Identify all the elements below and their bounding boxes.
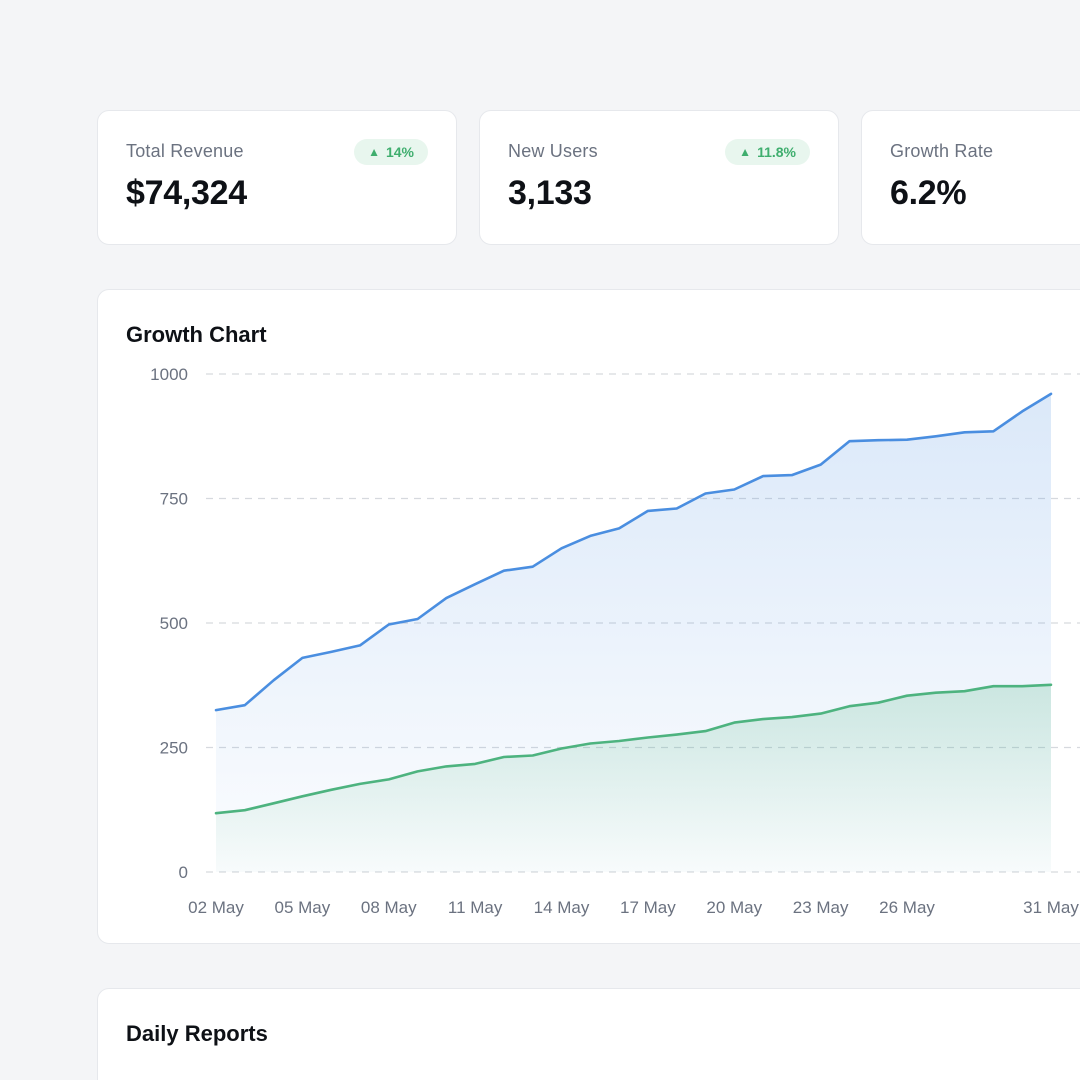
- y-tick-label: 500: [160, 614, 188, 633]
- blue-series-line: [214, 392, 1053, 712]
- growth-chart: 0 250 500 750 1000 02 May 05 May 08 May 11 May 1…: [150, 365, 1080, 917]
- daily-reports-title: Daily Reports: [126, 1021, 268, 1046]
- x-tick-label: 17 May: [620, 898, 676, 917]
- daily-reports-card: Daily Reports: [97, 988, 1080, 1080]
- y-tick-label: 0: [179, 863, 188, 882]
- stat-value: 3,133: [508, 174, 592, 212]
- green-series-line: [214, 683, 1053, 815]
- growth-chart-card: 0 250 500 750 1000 02 May 05 May 08 May 11 May 1…: [97, 289, 1080, 944]
- stat-label: Growth Rate: [890, 141, 994, 161]
- stat-card-total-revenue: Total Revenue $74,324 ▲ 14%: [97, 110, 457, 245]
- stat-label: Total Revenue: [126, 141, 244, 161]
- x-tick-label: 20 May: [706, 898, 762, 917]
- stat-card-new-users: New Users 3,133 ▲ 11.8%: [479, 110, 839, 245]
- y-tick-label: 250: [160, 739, 188, 758]
- green-series-area: [216, 684, 1051, 872]
- x-tick-label: 23 May: [793, 898, 849, 917]
- change-badge: ▲ 11.8%: [725, 139, 810, 165]
- stat-value: $74,324: [126, 174, 247, 212]
- trend-up-icon: ▲: [368, 145, 380, 159]
- x-tick-label: 08 May: [361, 898, 417, 917]
- change-badge: ▲ 14%: [354, 139, 428, 165]
- x-tick-label: 11 May: [448, 898, 503, 917]
- stat-value: 6.2%: [890, 174, 967, 212]
- y-tick-label: 750: [160, 490, 188, 509]
- stat-card-growth-rate: Growth Rate 6.2%: [861, 110, 1080, 245]
- x-tick-label: 14 May: [534, 898, 590, 917]
- trend-up-icon: ▲: [739, 145, 752, 159]
- x-tick-label: 05 May: [275, 898, 331, 917]
- change-value: 11.8%: [757, 144, 796, 160]
- change-value: 14%: [385, 144, 414, 160]
- stat-label: New Users: [508, 141, 598, 161]
- x-tick-label: 26 May: [879, 898, 935, 917]
- y-tick-label: 1000: [150, 365, 188, 384]
- x-tick-label: 02 May: [188, 898, 244, 917]
- x-tick-label: 31 May: [1023, 898, 1079, 917]
- chart-title: Growth Chart: [126, 322, 267, 347]
